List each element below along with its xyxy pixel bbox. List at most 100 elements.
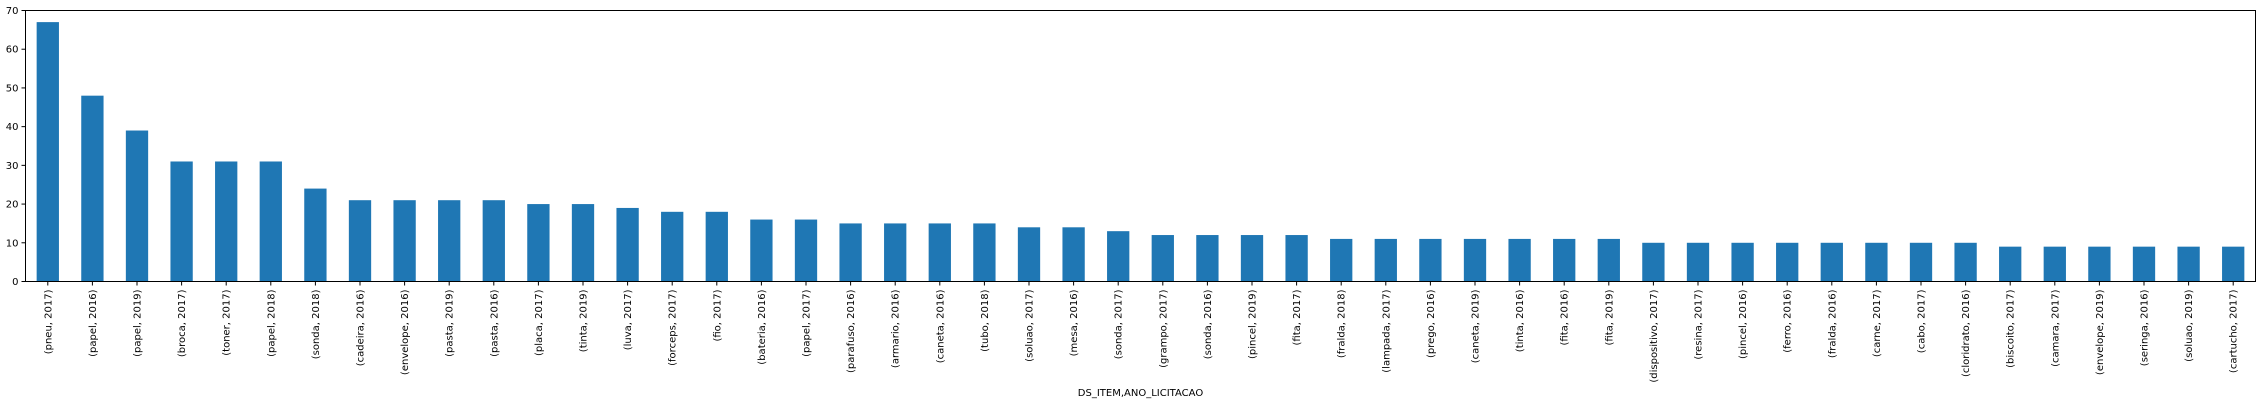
bar [1553, 238, 1576, 282]
bar [571, 204, 595, 282]
x-tick-label: (fralda, 2016) [1827, 289, 1838, 358]
bar [393, 200, 416, 282]
x-tick-label: (bateria, 2016) [757, 289, 768, 364]
bar [2043, 246, 2066, 282]
bar [215, 161, 238, 282]
bar [1240, 235, 1264, 282]
x-tick-label: (pasta, 2019) [445, 289, 456, 356]
x-tick-label: (cartucho, 2017) [2229, 289, 2240, 373]
bar [1107, 231, 1130, 282]
bar [884, 223, 907, 282]
bar [1865, 242, 1888, 282]
x-tick-label: (pneu, 2017) [43, 289, 54, 354]
x-tick-label: (fita, 2019) [1604, 289, 1615, 345]
x-tick-label: (biscoito, 2017) [2006, 289, 2017, 367]
bar [1954, 242, 1977, 282]
x-tick-label: (sonda, 2018) [311, 289, 322, 359]
x-tick-label: (pincel, 2016) [1738, 289, 1749, 359]
x-tick-label: (camara, 2017) [2050, 289, 2061, 366]
bar [170, 161, 193, 282]
x-tick-label: (soluao, 2019) [2184, 289, 2195, 361]
bar [928, 223, 951, 282]
bar [839, 223, 862, 282]
x-tick-label: (luva, 2017) [623, 289, 634, 350]
x-tick-label: (pincel, 2019) [1248, 289, 1259, 359]
bar [1151, 235, 1174, 282]
x-tick-label: (seringa, 2016) [2140, 289, 2151, 366]
bar [661, 211, 684, 282]
bar [36, 22, 59, 282]
y-tick-label: 20 [6, 200, 19, 211]
y-axis: 0 10 20 30 40 50 60 70 [6, 6, 26, 288]
bar [750, 219, 773, 282]
x-tick-label: (sonda, 2017) [1114, 289, 1125, 359]
x-tick-label: (ferro, 2016) [1783, 289, 1794, 352]
plot-frame [25, 10, 2256, 282]
x-tick-label: (fita, 2017) [1292, 289, 1303, 345]
x-tick-label: (placa, 2017) [534, 289, 545, 356]
x-tick-label: (broca, 2017) [177, 289, 188, 357]
x-tick-label: (forceps, 2017) [668, 289, 679, 365]
x-tick-label: (fita, 2016) [1560, 289, 1571, 345]
y-tick-label: 70 [6, 6, 19, 17]
x-tick-label: (papel, 2018) [266, 289, 277, 356]
bar [1062, 227, 1085, 282]
bar [1330, 238, 1353, 282]
bar [616, 207, 639, 282]
x-tick-label: (lampada, 2017) [1381, 289, 1392, 372]
bar [1642, 242, 1665, 282]
bar [81, 95, 104, 282]
bar [2177, 246, 2200, 282]
bar [2222, 246, 2245, 282]
bar [527, 204, 550, 282]
bar [1686, 242, 1710, 282]
bars-group [36, 22, 2245, 282]
y-tick-label: 30 [6, 161, 19, 172]
bar [1776, 242, 1799, 282]
x-tick-label: (fralda, 2018) [1337, 289, 1348, 358]
x-tick-label: (cadeira, 2016) [356, 289, 367, 366]
bar [125, 130, 149, 282]
x-tick-label: (sonda, 2016) [1203, 289, 1214, 359]
bar [705, 211, 728, 282]
bar [304, 188, 327, 282]
y-tick-label: 40 [6, 122, 19, 133]
x-tick-label: (carne, 2017) [1872, 289, 1883, 357]
bar [259, 161, 282, 282]
x-tick-label: (grampo, 2017) [1158, 289, 1169, 368]
bar [1909, 242, 1933, 282]
y-tick-label: 60 [6, 45, 19, 56]
x-tick-label: (soluao, 2017) [1025, 289, 1036, 361]
bar [973, 223, 996, 282]
bar [1508, 238, 1531, 282]
x-tick-label: (parafuso, 2016) [846, 289, 857, 373]
x-tick-label: (caneta, 2019) [1471, 289, 1482, 363]
x-tick-label: (resina, 2017) [1694, 289, 1705, 359]
x-tick-label: (cabo, 2017) [1917, 289, 1928, 353]
x-tick-label: (papel, 2019) [133, 289, 144, 356]
bar [482, 200, 505, 282]
y-tick-label: 50 [6, 83, 19, 94]
bar [348, 200, 372, 282]
bar [1999, 246, 2022, 282]
bar [1597, 238, 1620, 282]
x-tick-label: (papel, 2016) [88, 289, 99, 356]
x-tick-label: (mesa, 2016) [1069, 289, 1080, 356]
x-axis-label: DS_ITEM,ANO_LICITACAO [1078, 388, 1204, 399]
bar [438, 200, 461, 282]
bar [1463, 238, 1487, 282]
bar [1419, 238, 1442, 282]
x-tick-label: (caneta, 2016) [935, 289, 946, 363]
bar [1374, 238, 1397, 282]
y-tick-label: 0 [12, 277, 18, 288]
x-tick-label: (prego, 2016) [1426, 289, 1437, 358]
x-tick-label: (armario, 2016) [891, 289, 902, 368]
x-tick-label: (envelope, 2019) [2095, 289, 2106, 375]
bar [1731, 242, 1754, 282]
bar [1017, 227, 1041, 282]
x-tick-label: (dispositivo, 2017) [1649, 289, 1660, 382]
x-tick-label: (toner, 2017) [222, 289, 233, 355]
x-tick-label: (fio, 2017) [712, 289, 723, 341]
bar [794, 219, 818, 282]
